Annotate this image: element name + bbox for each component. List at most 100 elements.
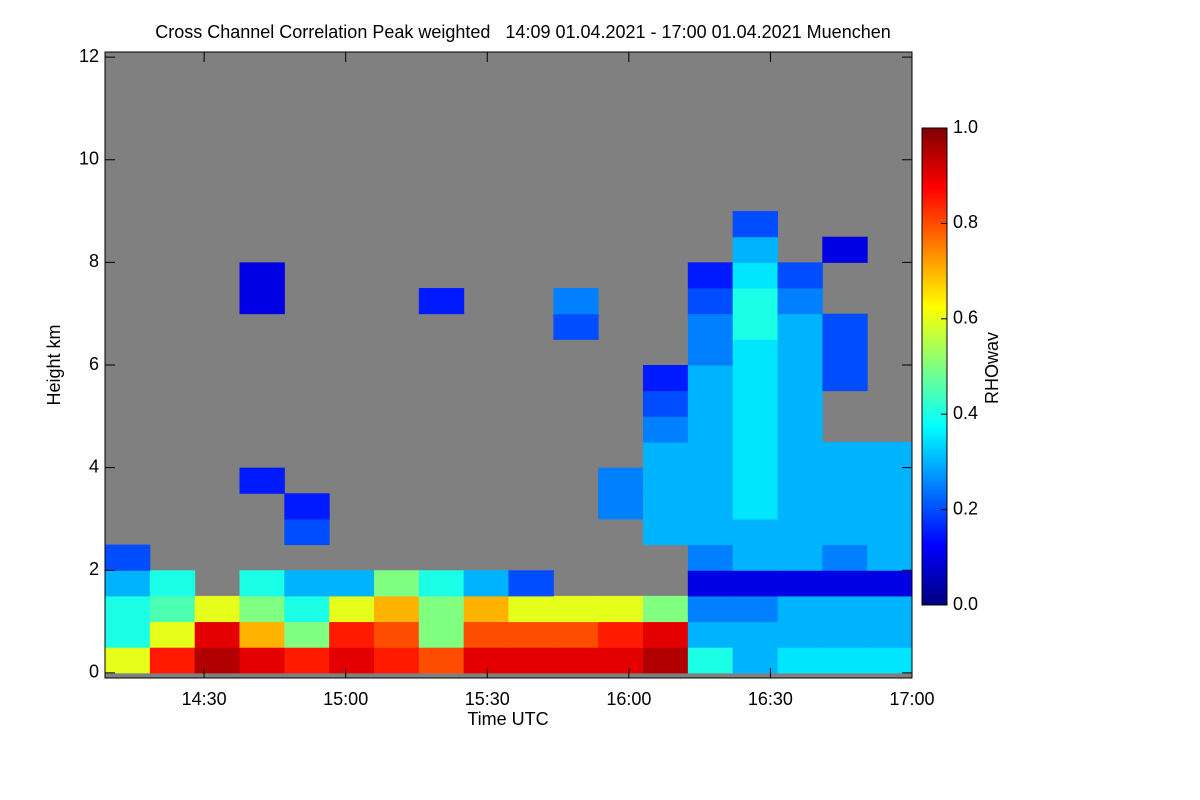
heat-cell	[822, 339, 868, 366]
colorbar-tick-label: 0.4	[953, 403, 978, 423]
heat-cell	[553, 647, 599, 674]
colorbar-tick-label: 0.6	[953, 308, 978, 328]
heat-cell	[687, 570, 734, 597]
heat-cell	[508, 647, 554, 674]
heat-cell	[284, 493, 330, 520]
heat-cell	[149, 570, 196, 597]
heat-cell	[777, 416, 823, 443]
y-tick-label: 10	[79, 149, 99, 169]
heat-cell	[777, 647, 823, 674]
heat-cell	[687, 467, 734, 494]
heat-cell	[687, 288, 734, 315]
heat-cell	[777, 621, 823, 648]
heat-cell	[643, 365, 689, 392]
heat-cell	[732, 621, 778, 648]
heat-cell	[822, 647, 868, 674]
heat-cell	[643, 416, 689, 443]
heat-cell	[867, 621, 913, 648]
heat-cell	[687, 441, 734, 469]
heat-cell	[732, 544, 778, 571]
heat-cell	[822, 493, 868, 520]
heat-cell	[239, 570, 285, 597]
heat-cell	[687, 518, 734, 546]
heat-cell	[687, 544, 734, 571]
heat-cell	[687, 621, 734, 648]
heat-cell	[463, 570, 509, 597]
heat-cell	[598, 647, 644, 674]
heat-cell	[777, 288, 823, 315]
heat-cell	[463, 595, 509, 623]
heat-cell	[194, 647, 240, 674]
heat-cell	[777, 441, 823, 469]
heat-cell	[867, 493, 913, 520]
heat-cell	[284, 518, 330, 546]
heat-cell	[105, 621, 151, 648]
heat-cell	[777, 518, 823, 546]
heat-cell	[643, 595, 689, 623]
heat-cell	[732, 467, 778, 494]
heat-cell	[777, 390, 823, 417]
y-tick-label: 8	[89, 251, 99, 271]
heat-cell	[822, 365, 868, 392]
heat-cell	[374, 647, 420, 674]
heat-cell	[867, 544, 913, 571]
heat-cell	[822, 441, 868, 469]
heat-cell	[822, 595, 868, 623]
y-axis-label: Height km	[44, 324, 64, 405]
heat-cell	[598, 493, 644, 520]
heat-cell	[418, 595, 465, 623]
x-tick-label: 15:30	[465, 689, 510, 709]
heat-cell	[687, 647, 734, 674]
heat-cell	[732, 416, 778, 443]
heat-cell	[867, 467, 913, 494]
heat-cell	[508, 621, 554, 648]
y-tick-label: 2	[89, 559, 99, 579]
heat-cell	[105, 647, 151, 674]
heat-cell	[418, 570, 465, 597]
heat-cell	[732, 339, 778, 366]
x-axis-label: Time UTC	[467, 709, 548, 729]
heat-cell	[598, 467, 644, 494]
heat-cell	[418, 647, 465, 674]
heat-cell	[553, 595, 599, 623]
heat-cell	[643, 493, 689, 520]
heat-cell	[777, 365, 823, 392]
chart-title: Cross Channel Correlation Peak weighted …	[155, 22, 891, 42]
heat-cell	[732, 518, 778, 546]
x-tick-label: 15:00	[323, 689, 368, 709]
heat-cell	[194, 595, 240, 623]
heat-cell	[777, 570, 823, 597]
heat-cell	[867, 647, 913, 674]
heat-cell	[643, 518, 689, 546]
heat-cell	[687, 365, 734, 392]
heat-cell	[732, 390, 778, 417]
x-tick-label: 14:30	[182, 689, 227, 709]
heat-cell	[822, 518, 868, 546]
heat-cell	[687, 416, 734, 443]
heat-cell	[732, 313, 778, 340]
heat-cell	[329, 595, 375, 623]
heat-cell	[732, 288, 778, 315]
heat-cell	[777, 339, 823, 366]
heat-cell	[867, 441, 913, 469]
heat-cell	[239, 595, 285, 623]
heat-cell	[822, 236, 868, 263]
heat-cell	[732, 595, 778, 623]
heat-cell	[732, 262, 778, 289]
heat-cell	[777, 544, 823, 571]
heat-cell	[284, 570, 330, 597]
colorbar-tick-label: 0.8	[953, 212, 978, 232]
heat-cell	[732, 365, 778, 392]
heat-cell	[374, 570, 420, 597]
y-tick-label: 6	[89, 354, 99, 374]
heat-cell	[732, 570, 778, 597]
heat-cell	[463, 647, 509, 674]
colorbar-label: RHOwav	[982, 332, 1002, 404]
heat-cell	[239, 262, 285, 289]
heat-cell	[687, 390, 734, 417]
heat-cell	[643, 390, 689, 417]
heat-cell	[284, 647, 330, 674]
heat-cell	[777, 313, 823, 340]
heat-cell	[418, 621, 465, 648]
colorbar-tick-label: 1.0	[953, 117, 978, 137]
